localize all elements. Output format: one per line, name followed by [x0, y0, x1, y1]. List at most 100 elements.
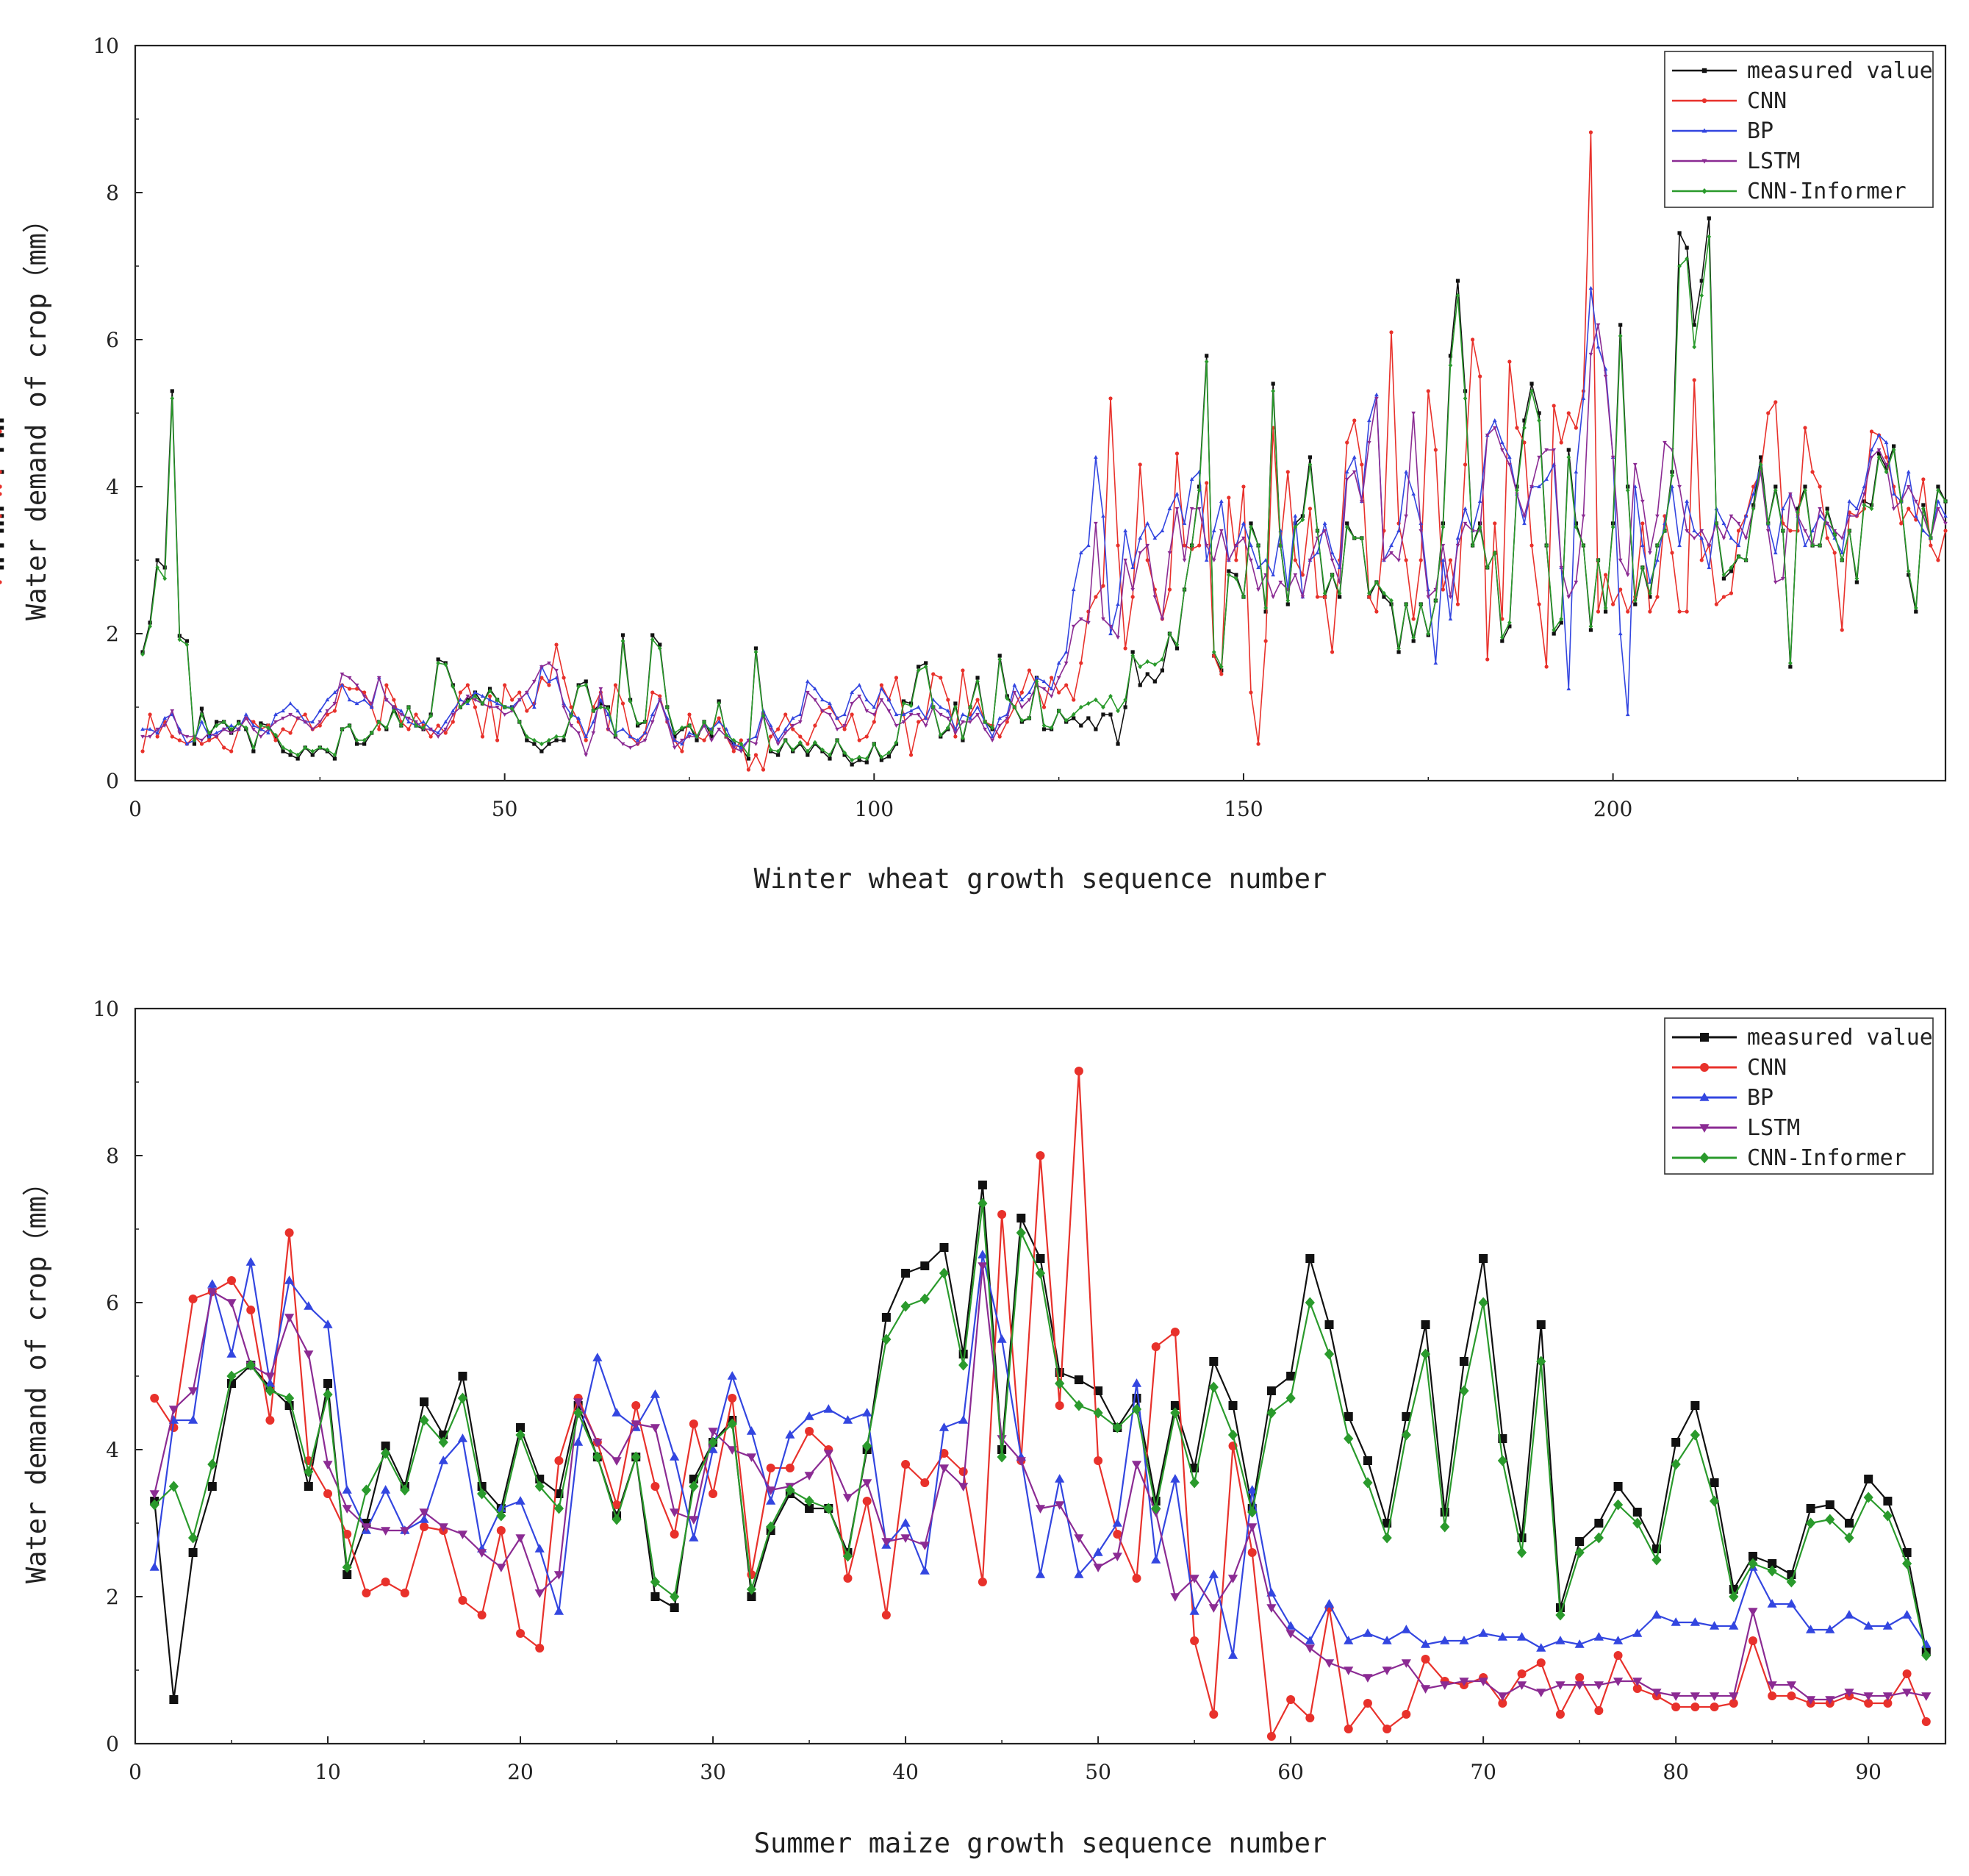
- data-point: [188, 1387, 198, 1396]
- data-point: [879, 754, 884, 760]
- data-point: [400, 1589, 409, 1597]
- data-point: [496, 1564, 506, 1572]
- data-point: [1324, 1599, 1335, 1608]
- data-point: [1389, 330, 1394, 334]
- data-point: [438, 1523, 448, 1532]
- data-point: [436, 734, 441, 739]
- legend-box: [1664, 51, 1934, 208]
- data-point: [650, 1424, 661, 1433]
- data-point: [236, 720, 241, 726]
- data-point: [477, 1611, 487, 1619]
- data-point: [1463, 506, 1468, 511]
- data-point: [1707, 543, 1712, 548]
- data-point: [1692, 529, 1697, 533]
- data-point: [1864, 1699, 1873, 1708]
- data-point: [487, 688, 492, 694]
- data-point: [323, 1379, 333, 1388]
- data-point: [342, 1561, 352, 1573]
- data-point: [1352, 535, 1357, 541]
- data-point: [1522, 440, 1527, 445]
- data-point: [304, 1466, 314, 1478]
- data-point: [1507, 624, 1512, 629]
- data-point: [1692, 323, 1696, 327]
- data-point: [628, 698, 633, 704]
- data-point: [1671, 1438, 1681, 1447]
- data-point: [207, 1458, 218, 1470]
- data-point: [229, 726, 234, 732]
- data-point: [1285, 1392, 1296, 1404]
- data-point: [1145, 543, 1150, 548]
- data-point: [177, 738, 182, 742]
- data-point: [680, 749, 684, 753]
- data-point: [1818, 484, 1822, 489]
- data-point: [1234, 543, 1238, 548]
- data-point: [1588, 623, 1593, 629]
- data-point: [1208, 1569, 1219, 1578]
- data-point: [1840, 551, 1845, 555]
- data-point: [1404, 514, 1408, 518]
- data-point: [576, 731, 581, 735]
- data-point: [1882, 1692, 1893, 1701]
- data-point: [1625, 487, 1630, 493]
- data-point: [539, 676, 544, 680]
- data-point: [1891, 447, 1896, 453]
- data-point: [1729, 536, 1734, 540]
- data-point: [857, 694, 862, 698]
- data-point: [611, 1408, 622, 1417]
- data-point: [184, 742, 190, 746]
- data-point: [731, 745, 736, 750]
- data-point: [635, 738, 640, 742]
- data-point: [457, 1392, 468, 1404]
- data-point: [477, 1549, 487, 1558]
- data-point: [1709, 1621, 1720, 1630]
- data-point: [1478, 374, 1482, 379]
- data-point: [642, 738, 648, 742]
- data-point: [347, 676, 352, 680]
- data-point: [673, 738, 677, 742]
- data-point: [184, 639, 189, 643]
- data-point: [1197, 487, 1202, 493]
- data-point: [318, 723, 322, 728]
- data-point: [1515, 426, 1519, 430]
- data-point: [1401, 1659, 1411, 1668]
- data-point: [1330, 650, 1335, 654]
- data-point: [1640, 499, 1645, 504]
- data-point: [245, 1257, 256, 1266]
- data-point: [687, 723, 692, 728]
- data-point: [631, 1451, 641, 1463]
- data-point: [1367, 595, 1371, 599]
- data-point: [1151, 1503, 1161, 1514]
- data-point: [1286, 1695, 1296, 1704]
- data-point: [1613, 1651, 1623, 1660]
- data-point: [1049, 725, 1054, 731]
- data-point: [1522, 425, 1527, 431]
- data-point: [823, 1404, 833, 1413]
- data-point: [1768, 1559, 1777, 1568]
- data-point: [214, 734, 219, 739]
- data-point: [532, 737, 537, 743]
- data-point: [1036, 1151, 1045, 1160]
- data-point: [1748, 1608, 1758, 1617]
- data-point: [1138, 551, 1143, 555]
- data-point: [251, 723, 256, 728]
- data-point: [1844, 1610, 1854, 1619]
- data-point: [938, 705, 943, 709]
- data-point: [1492, 418, 1497, 423]
- data-point: [727, 1371, 737, 1380]
- data-point: [1108, 631, 1113, 636]
- data-point: [419, 1508, 429, 1517]
- data-point: [573, 1407, 584, 1419]
- data-point: [323, 1489, 333, 1498]
- data-point: [188, 1532, 198, 1544]
- data-point: [246, 1306, 256, 1314]
- data-point: [438, 1436, 448, 1448]
- data-point: [598, 698, 603, 702]
- data-point: [920, 1261, 930, 1270]
- data-point: [1019, 690, 1024, 695]
- data-point: [295, 756, 300, 761]
- data-point: [562, 738, 566, 742]
- data-point: [1710, 1703, 1719, 1711]
- data-point: [1078, 551, 1083, 555]
- data-point: [1844, 1532, 1854, 1544]
- data-point: [820, 698, 825, 702]
